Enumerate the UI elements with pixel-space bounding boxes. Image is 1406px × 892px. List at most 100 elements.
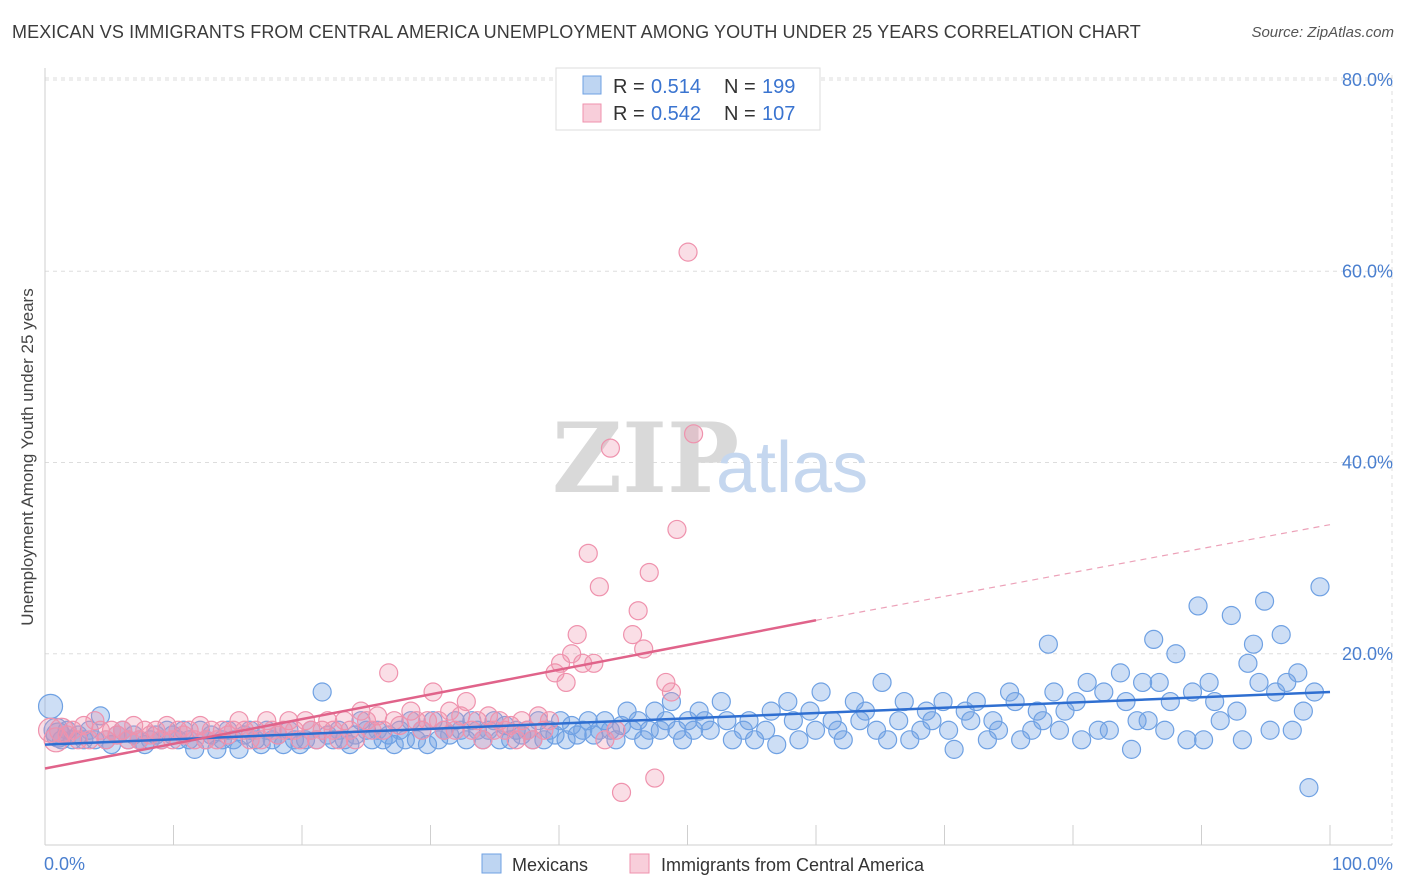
mexicans-point [911, 720, 931, 740]
mexicans-point [833, 730, 853, 750]
central-america-point [534, 720, 554, 740]
central-america-point [606, 720, 626, 740]
legend-n-label-1: N = [724, 76, 756, 98]
mexicans-point [650, 720, 670, 740]
mexicans-point [406, 730, 427, 750]
mexicans-point [1005, 691, 1025, 712]
mexicans-point [889, 711, 909, 731]
mexicans-point [43, 717, 69, 743]
y-tick-label-3: 80.0% [1342, 70, 1393, 90]
central-america-point [379, 663, 399, 683]
mexicans-point [456, 730, 476, 750]
mexicans-point [1094, 682, 1114, 702]
mexicans-point [573, 720, 593, 740]
mexicans-point [1166, 644, 1186, 664]
mexicans-point [1077, 672, 1097, 693]
central-america-point [562, 644, 582, 664]
y-tick-label-1: 40.0% [1342, 453, 1393, 473]
mexicans-point [778, 691, 798, 712]
mexicans-point [384, 734, 404, 755]
mexicans-point [1022, 720, 1042, 740]
mexicans-point [961, 711, 981, 731]
mexicans-point [988, 720, 1009, 740]
mexicans-point [1011, 730, 1031, 750]
central-america-point [678, 242, 698, 262]
mexicans-point [1221, 605, 1241, 626]
central-america-point [467, 711, 487, 731]
central-america-point [96, 730, 116, 750]
mexicans-point [689, 701, 709, 721]
mexicans-point [229, 739, 249, 759]
central-america-point [307, 730, 327, 750]
bottom-legend-swatch-blue [481, 853, 502, 874]
central-america-point [63, 720, 83, 740]
series-central-america [37, 242, 704, 803]
legend-r-label-2: R = [613, 103, 645, 125]
mexicans-point [1088, 720, 1108, 740]
mexicans-point [977, 730, 997, 750]
bottom-legend-label-central-america: Immigrants from Central America [661, 855, 925, 875]
mexicans-point [451, 720, 471, 740]
mexicans-point [1243, 634, 1264, 654]
mexicans-point [1282, 720, 1302, 740]
mexicans-point [1199, 672, 1219, 693]
mexicans-point [1271, 625, 1291, 645]
mexicans-point [1072, 730, 1092, 750]
mexicans-point [1249, 672, 1269, 693]
bottom-legend: Mexicans Immigrants from Central America [481, 853, 925, 875]
mexicans-point [756, 720, 776, 740]
mexicans-point [550, 711, 571, 731]
central-america-point [323, 720, 343, 740]
axes [44, 68, 1392, 846]
central-america-point [356, 711, 377, 731]
central-america-point [124, 715, 144, 736]
legend-swatch-blue [582, 75, 602, 95]
mexicans-point [1193, 730, 1214, 750]
chart-title: MEXICAN VS IMMIGRANTS FROM CENTRAL AMERI… [12, 22, 1141, 42]
central-america-point [667, 519, 687, 540]
mexicans-point [1121, 739, 1142, 759]
mexicans-point [1110, 663, 1131, 683]
central-america-point [312, 720, 332, 740]
mexicans-point [312, 682, 332, 702]
central-america-point [345, 730, 366, 750]
y-axis-label: Unemployment Among Youth under 25 years [18, 288, 37, 625]
y-tick-label-2: 60.0% [1342, 261, 1393, 281]
watermark-zip: ZIP [552, 402, 739, 515]
x-tick-labels: 0.0% 100.0% [44, 854, 1393, 874]
mexicans-point [1127, 711, 1147, 731]
x-tick-label-1: 100.0% [1332, 854, 1393, 874]
central-america-point [589, 577, 609, 597]
mexicans-point [872, 672, 892, 693]
central-america-point [611, 782, 632, 803]
central-america-point [79, 730, 99, 750]
mexicans-point [37, 693, 64, 719]
x-tick-label-0: 0.0% [44, 854, 85, 874]
central-america-point [85, 711, 105, 731]
mexicans-point [878, 730, 898, 750]
mexicans-point [983, 711, 1003, 731]
central-america-point [523, 730, 543, 750]
mexicans-point [783, 711, 803, 731]
central-america-point [473, 730, 493, 750]
mexicans-point [1238, 653, 1258, 673]
central-america-point [113, 720, 133, 740]
mexicans-point [1310, 577, 1330, 597]
legend-box: R = 0.514 N = 199 R = 0.542 N = 107 [555, 67, 821, 131]
mexicans-point [1177, 730, 1197, 750]
y-tick-labels: 20.0% 40.0% 60.0% 80.0% [1342, 70, 1393, 664]
mexicans-point [1133, 672, 1153, 693]
gridlines [45, 75, 1393, 845]
mexicans-point [944, 739, 964, 759]
mexicans-point [417, 734, 438, 755]
mexicans-point [922, 711, 942, 731]
central-america-point [656, 672, 676, 693]
central-america-point [329, 730, 349, 750]
central-america-point [229, 711, 249, 731]
mexicans-point [1277, 672, 1297, 693]
mexicans-point [1210, 711, 1230, 731]
central-america-point [567, 625, 587, 645]
mexicans-point [1027, 701, 1047, 721]
central-america-point [645, 768, 665, 788]
